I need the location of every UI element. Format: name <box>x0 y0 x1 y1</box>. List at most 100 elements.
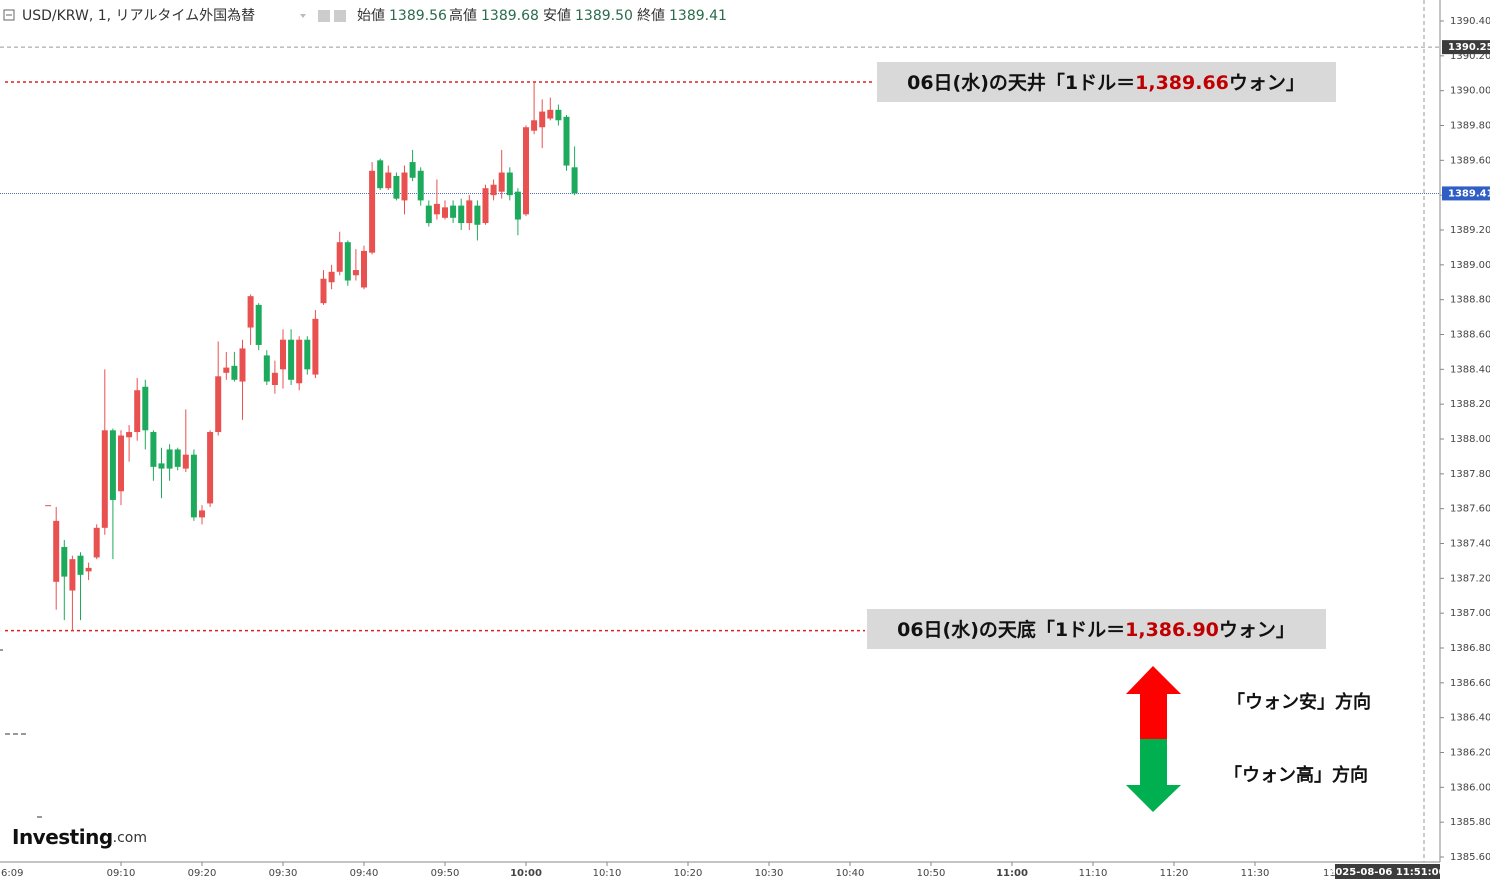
candle-body <box>506 172 513 196</box>
x-tick-label: 11:20 <box>1160 868 1189 879</box>
x-cut-label: 6:09 <box>1 868 23 879</box>
candle-body <box>77 555 84 575</box>
candle-body <box>190 454 197 518</box>
ohlc-value: 1389.68 <box>481 8 539 24</box>
candle-body <box>61 546 68 577</box>
arrow-down <box>1126 739 1181 812</box>
collapse-icon[interactable] <box>3 9 15 21</box>
y-tick-label: 1387.20 <box>1450 573 1490 584</box>
candle-body <box>433 203 440 215</box>
ohlc-label: 始値 <box>357 8 385 24</box>
crosshair-price-box <box>1442 40 1490 55</box>
candle-body <box>174 449 181 467</box>
candle-body <box>223 367 230 373</box>
y-tick-label: 1387.80 <box>1450 469 1490 480</box>
candle-body <box>158 463 165 469</box>
y-tick-label: 1385.80 <box>1450 817 1490 828</box>
dropdown[interactable] <box>300 14 306 18</box>
arrow-up <box>1126 666 1181 739</box>
candle-body <box>417 170 424 201</box>
candle-body <box>328 271 335 283</box>
y-tick-label: 1390.20 <box>1450 51 1490 62</box>
candle-body <box>296 339 303 384</box>
y-tick-label: 1389.60 <box>1450 155 1490 166</box>
ohlc-value: 1389.41 <box>669 8 727 24</box>
annotation-value: 1,389.66 <box>1135 72 1229 94</box>
candle-body <box>514 191 521 220</box>
y-tick-label: 1386.00 <box>1450 782 1490 793</box>
candle-body <box>231 365 238 380</box>
y-tick-label: 1389.80 <box>1450 121 1490 132</box>
y-tick-label: 1387.00 <box>1450 608 1490 619</box>
annotation-box <box>877 62 1336 102</box>
candle-body <box>150 432 157 467</box>
candle-body <box>401 172 408 201</box>
y-tick-label: 1386.40 <box>1450 713 1490 724</box>
y-tick-label: 1390.40 <box>1450 16 1490 27</box>
y-tick-label: 1388.80 <box>1450 295 1490 306</box>
annotation-text: ウォン」 <box>1229 72 1305 94</box>
candle-body <box>393 176 400 199</box>
y-tick-label: 1386.60 <box>1450 678 1490 689</box>
candle-body <box>458 205 465 224</box>
candle-body <box>361 250 367 288</box>
annotation-text: ウォン」 <box>1219 619 1295 641</box>
candle-body <box>263 355 270 382</box>
candle-body <box>555 109 562 121</box>
ohlc-value: 1389.56 <box>389 8 447 24</box>
candle-body <box>571 167 578 194</box>
candle-body <box>466 200 473 224</box>
candle-body <box>207 432 214 504</box>
candle-body <box>199 510 205 518</box>
y-tick-label: 1386.80 <box>1450 643 1490 654</box>
candle-body <box>563 116 570 166</box>
candle-body <box>425 205 432 224</box>
candle-body <box>344 242 351 281</box>
crosshair-time: 2025-08-06 11:51:00 <box>1328 867 1445 878</box>
candle-body <box>271 372 278 386</box>
candle-body <box>101 430 108 528</box>
candle-body <box>547 109 554 119</box>
x-tick-label: 09:40 <box>350 868 379 879</box>
candle-body <box>85 567 92 572</box>
candle-body <box>523 127 529 215</box>
symbol: USD/KRW, 1, リアルタイム外国為替 <box>22 8 255 24</box>
y-tick-label: 1387.40 <box>1450 539 1490 550</box>
direction-down: 「ウォン高」方向 <box>1224 764 1368 786</box>
x-tick-label: 11:10 <box>1079 868 1108 879</box>
y-tick-label: 1389.00 <box>1450 260 1490 271</box>
candle-body <box>118 435 124 492</box>
x-tick-label: 10:30 <box>755 868 784 879</box>
candle-body <box>53 520 60 582</box>
logo: Investing.com <box>12 825 147 849</box>
candle-body <box>45 505 52 507</box>
candle-body <box>182 454 189 469</box>
candle-body <box>450 205 457 218</box>
y-tick-label: 1386.20 <box>1450 748 1490 759</box>
annotation-bottom: 06日(水)の天底「1ドル＝1,386.90ウォン」 <box>897 618 1295 641</box>
crosshair-price: 1390.25 <box>1448 42 1490 53</box>
candle-body <box>69 559 76 591</box>
candle-body <box>312 318 319 375</box>
icon-eye[interactable] <box>318 10 330 22</box>
candle-body <box>490 184 497 196</box>
candle-body <box>134 390 141 433</box>
candle-body <box>109 430 116 500</box>
candle-body <box>409 162 416 178</box>
x-tick-label: 09:10 <box>107 868 136 879</box>
ohlc-value: 1389.50 <box>575 8 633 24</box>
candle-body <box>474 205 481 225</box>
y-tick-label: 1388.00 <box>1450 434 1490 445</box>
candle-body <box>215 376 222 433</box>
x-tick-label: 10:40 <box>836 868 865 879</box>
candle-body <box>247 296 254 328</box>
y-tick-label: 1389.20 <box>1450 225 1490 236</box>
candle-body <box>539 111 546 128</box>
candle-body <box>377 160 384 189</box>
candle-body <box>336 242 343 272</box>
icon-settings[interactable] <box>334 10 346 22</box>
annotation-value: 1,386.90 <box>1125 619 1219 641</box>
candle-body <box>531 120 538 131</box>
ohlc-label: 安値 <box>543 8 571 24</box>
